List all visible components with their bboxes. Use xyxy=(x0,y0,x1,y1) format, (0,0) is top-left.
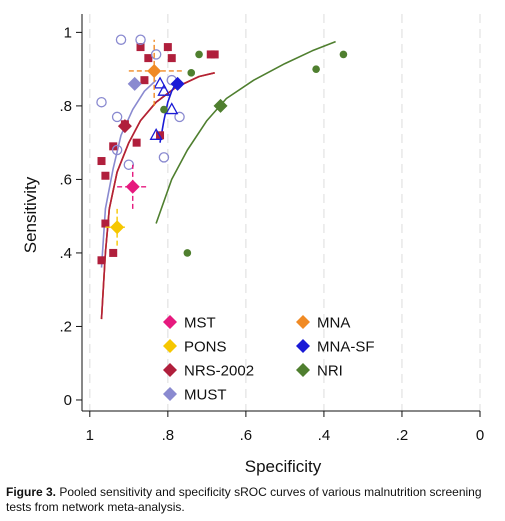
legend-label-mna-sf: MNA-SF xyxy=(317,339,375,356)
study-point-nri-2 xyxy=(187,69,196,77)
study-point-nrs-2002-1 xyxy=(97,256,106,265)
study-point-nrs-2002-7 xyxy=(132,138,141,147)
legend-marker-nri xyxy=(296,363,310,377)
study-point-nri-1 xyxy=(160,105,168,114)
sroc-curve-mst xyxy=(100,72,215,320)
legend-label-must: MUST xyxy=(184,387,227,404)
study-point-nrs-2002-11 xyxy=(167,54,176,63)
caption-text: Pooled sensitivity and specificity sROC … xyxy=(6,485,482,514)
y-axis-title: Sensitivity xyxy=(21,176,40,253)
summary-point-layer xyxy=(105,39,228,246)
study-point-mna-sf-3 xyxy=(165,102,179,115)
summary-point-pons xyxy=(110,220,125,235)
legend-marker-mna xyxy=(296,315,310,329)
y-tick-label-2: .2 xyxy=(59,318,72,335)
study-point-must-5 xyxy=(174,111,185,123)
study-point-nrs-2002-16 xyxy=(206,50,215,59)
study-point-must-9 xyxy=(115,34,127,45)
x-tick-label-8: .8 xyxy=(162,427,175,444)
summary-point-nrs-2002 xyxy=(117,119,132,134)
study-point-must-8 xyxy=(135,34,146,45)
study-point-nrs-2002-10 xyxy=(140,76,149,85)
summary-point-mna xyxy=(147,63,162,78)
legend-label-pons: PONS xyxy=(184,339,227,356)
y-tick-label-0: 0 xyxy=(64,392,72,409)
study-point-must-7 xyxy=(150,49,162,60)
study-point-mna-sf-1 xyxy=(153,76,167,89)
study-point-nrs-2002-2 xyxy=(109,248,118,257)
study-point-nrs-2002-6 xyxy=(109,142,118,151)
study-point-nrs-2002-4 xyxy=(101,171,110,180)
study-point-nrs-2002-5 xyxy=(97,157,106,166)
study-point-nri-6 xyxy=(183,249,192,257)
legend: MST MNA PONS MNA-SF NRS-2002 NRI MUST xyxy=(163,315,375,404)
y-tick-label-1: 1 xyxy=(64,24,72,41)
summary-point-nri xyxy=(213,98,228,113)
caption-label: Figure 3. xyxy=(6,485,57,499)
x-tick-label-2: .2 xyxy=(396,427,409,444)
study-point-nrs-2002-3 xyxy=(101,219,110,228)
sroc-curve-nri xyxy=(155,40,336,224)
study-point-must-10 xyxy=(111,144,123,156)
legend-marker-pons xyxy=(163,339,177,353)
legend-marker-mst xyxy=(163,315,177,329)
y-tick-label-4: .4 xyxy=(59,245,72,262)
curve-layer xyxy=(100,40,336,320)
study-point-must-4 xyxy=(158,152,170,163)
summary-point-must xyxy=(127,76,142,91)
legend-marker-mna-sf xyxy=(296,339,310,353)
sroc-curve-nrs-2002 xyxy=(100,72,215,320)
x-axis-title: Specificity xyxy=(245,457,322,476)
legend-marker-must xyxy=(163,387,177,401)
x-tick-label-1: 1 xyxy=(86,427,94,444)
study-point-must-1 xyxy=(96,96,107,108)
summary-point-mst xyxy=(125,179,140,194)
figure-caption: Figure 3. Pooled sensitivity and specifi… xyxy=(6,485,501,515)
study-point-nri-5 xyxy=(339,50,348,59)
study-point-mna-sf-4 xyxy=(149,127,163,140)
x-tick-label-0: 0 xyxy=(476,427,484,444)
sroc-chart: 0 .2 .4 .6 .8 1 1 .8 .6 .4 .2 0 MST MNA PONS MNA-SF NRS… xyxy=(21,14,484,476)
study-point-layer xyxy=(96,34,348,265)
study-point-mna-sf-2 xyxy=(157,83,171,96)
study-point-nrs-2002-13 xyxy=(163,43,172,52)
figure-area: 0 .2 .4 .6 .8 1 1 .8 .6 .4 .2 0 MST MNA PONS MNA-SF NRS… xyxy=(21,14,484,476)
legend-label-mst: MST xyxy=(184,315,216,332)
legend-label-nrs-2002: NRS-2002 xyxy=(184,363,254,380)
sroc-curve-pons xyxy=(100,72,215,320)
legend-label-nri: NRI xyxy=(317,363,343,380)
study-point-must-2 xyxy=(111,111,123,123)
y-tick-label-6: .6 xyxy=(59,171,72,188)
x-tick-label-4: .4 xyxy=(318,427,331,444)
axis-layer: 0 .2 .4 .6 .8 1 1 .8 .6 .4 .2 0 xyxy=(59,14,484,444)
legend-label-mna: MNA xyxy=(317,315,350,332)
grid-layer xyxy=(89,14,481,411)
study-point-nri-4 xyxy=(312,65,320,73)
x-tick-label-6: .6 xyxy=(240,427,253,444)
study-point-nri-3 xyxy=(195,50,203,59)
sroc-curve-mna-sf xyxy=(159,83,177,143)
summary-point-mna-sf xyxy=(170,76,185,91)
sroc-curve-must xyxy=(100,79,157,268)
y-tick-label-8: .8 xyxy=(59,98,72,115)
legend-marker-nrs-2002 xyxy=(163,363,177,377)
study-point-nrs-2002-14 xyxy=(136,43,145,52)
study-point-nrs-2002-12 xyxy=(144,54,153,63)
